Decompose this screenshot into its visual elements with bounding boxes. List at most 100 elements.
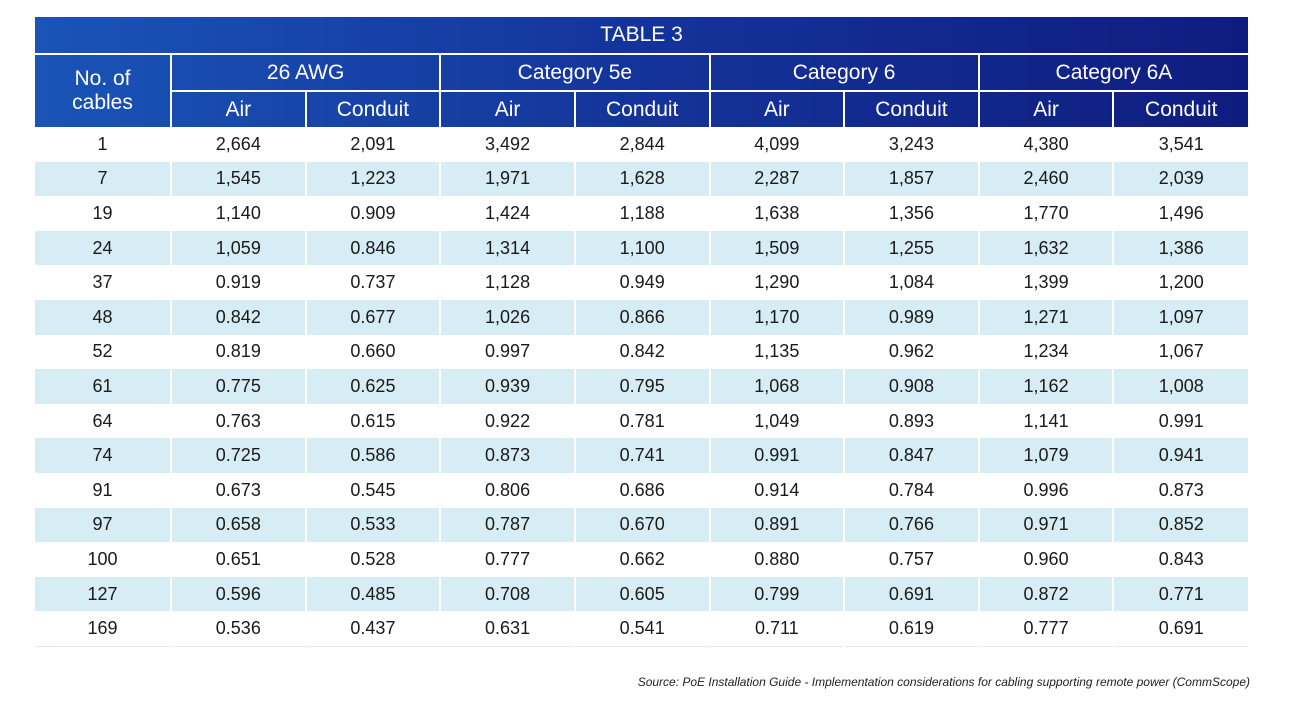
value-cell: 0.795 — [573, 369, 710, 404]
value-cell: 0.909 — [304, 196, 441, 231]
value-cell: 1,496 — [1112, 196, 1249, 231]
row-header-line-2: cables — [72, 91, 133, 114]
cable-count-cell: 74 — [35, 438, 171, 473]
value-cell: 1,857 — [843, 161, 979, 197]
value-cell: 0.819 — [170, 334, 306, 370]
subheader-air: Air — [439, 91, 575, 127]
table-row: 37 0.919 0.737 1,128 0.949 1,290 1,084 1,399 1,2… — [35, 265, 1249, 300]
value-cell: 0.677 — [304, 299, 441, 335]
value-cell: 4,099 — [708, 127, 845, 162]
value-cell: 0.670 — [573, 507, 710, 543]
value-cell: 0.536 — [170, 611, 306, 647]
value-cell: 0.939 — [439, 369, 575, 404]
value-cell: 1,314 — [439, 230, 575, 266]
table-row: 52 0.819 0.660 0.997 0.842 1,135 0.962 1,234 1,0… — [35, 334, 1249, 370]
value-cell: 1,059 — [170, 230, 306, 266]
value-cell: 0.528 — [304, 542, 441, 577]
value-cell: 0.771 — [1112, 576, 1249, 612]
table-row: 48 0.842 0.677 1,026 0.866 1,170 0.989 1,271 1,0… — [35, 299, 1249, 335]
group-header-26awg: 26 AWG — [169, 54, 441, 92]
value-cell: 0.737 — [304, 265, 441, 300]
value-cell: 3,243 — [843, 127, 979, 162]
value-cell: 1,628 — [573, 161, 710, 197]
cable-count-cell: 100 — [35, 542, 171, 577]
value-cell: 1,026 — [439, 299, 575, 335]
value-cell: 0.619 — [843, 611, 979, 647]
value-cell: 1,545 — [170, 161, 306, 197]
value-cell: 0.852 — [1112, 507, 1249, 543]
value-cell: 0.586 — [304, 438, 441, 473]
value-cell: 0.741 — [573, 438, 710, 473]
value-cell: 0.843 — [1112, 542, 1249, 577]
subheader-conduit: Conduit — [843, 91, 979, 127]
table-body: 1 2,664 2,091 3,492 2,844 4,099 3,243 4,380 3,54… — [35, 127, 1249, 647]
table-row: 169 0.536 0.437 0.631 0.541 0.711 0.619 0.777 0.… — [35, 611, 1249, 647]
cable-count-cell: 91 — [35, 472, 171, 508]
value-cell: 1,049 — [708, 403, 845, 439]
value-cell: 1,084 — [843, 265, 979, 300]
value-cell: 0.846 — [304, 230, 441, 266]
value-cell: 1,770 — [977, 196, 1114, 231]
cable-count-cell: 19 — [35, 196, 171, 231]
value-cell: 0.660 — [304, 334, 441, 370]
value-cell: 1,290 — [708, 265, 845, 300]
value-cell: 0.485 — [304, 576, 441, 612]
subheader-conduit: Conduit — [573, 91, 710, 127]
table-row: 91 0.673 0.545 0.806 0.686 0.914 0.784 0.996 0.8… — [35, 472, 1249, 508]
value-cell: 0.541 — [573, 611, 710, 647]
value-cell: 0.787 — [439, 507, 575, 543]
value-cell: 0.725 — [170, 438, 306, 473]
value-cell: 0.673 — [170, 472, 306, 508]
value-cell: 0.545 — [304, 472, 441, 508]
value-cell: 3,541 — [1112, 127, 1249, 162]
value-cell: 1,079 — [977, 438, 1114, 473]
value-cell: 2,287 — [708, 161, 845, 197]
value-cell: 0.908 — [843, 369, 979, 404]
value-cell: 0.971 — [977, 507, 1114, 543]
value-cell: 0.922 — [439, 403, 575, 439]
value-cell: 0.631 — [439, 611, 575, 647]
value-cell: 2,664 — [170, 127, 306, 162]
value-cell: 1,170 — [708, 299, 845, 335]
value-cell: 1,128 — [439, 265, 575, 300]
cable-count-cell: 127 — [35, 576, 171, 612]
value-cell: 0.996 — [977, 472, 1114, 508]
group-header-cat6a: Category 6A — [977, 54, 1249, 92]
value-cell: 1,632 — [977, 230, 1114, 266]
value-cell: 1,188 — [573, 196, 710, 231]
value-cell: 0.533 — [304, 507, 441, 543]
value-cell: 0.842 — [573, 334, 710, 370]
value-cell: 1,386 — [1112, 230, 1249, 266]
value-cell: 2,091 — [304, 127, 441, 162]
value-cell: 1,135 — [708, 334, 845, 370]
value-cell: 0.781 — [573, 403, 710, 439]
table-row: 97 0.658 0.533 0.787 0.670 0.891 0.766 0.971 0.8… — [35, 507, 1249, 543]
table-row: 74 0.725 0.586 0.873 0.741 0.991 0.847 1,079 0.9… — [35, 438, 1249, 473]
value-cell: 0.847 — [843, 438, 979, 473]
value-cell: 0.872 — [977, 576, 1114, 612]
value-cell: 1,638 — [708, 196, 845, 231]
value-cell: 2,844 — [573, 127, 710, 162]
value-cell: 1,424 — [439, 196, 575, 231]
value-cell: 0.914 — [708, 472, 845, 508]
value-cell: 0.615 — [304, 403, 441, 439]
table-row: 24 1,059 0.846 1,314 1,100 1,509 1,255 1,632 1,3… — [35, 230, 1249, 266]
value-cell: 1,971 — [439, 161, 575, 197]
value-cell: 0.763 — [170, 403, 306, 439]
subheader-conduit: Conduit — [1112, 91, 1249, 127]
value-cell: 0.941 — [1112, 438, 1249, 473]
group-header-cat5e: Category 5e — [439, 54, 710, 92]
table-row: 100 0.651 0.528 0.777 0.662 0.880 0.757 0.960 0.… — [35, 542, 1249, 577]
value-cell: 1,271 — [977, 299, 1114, 335]
value-cell: 1,140 — [170, 196, 306, 231]
value-cell: 0.991 — [1112, 403, 1249, 439]
cable-count-cell: 1 — [35, 127, 171, 162]
value-cell: 2,460 — [977, 161, 1114, 197]
cable-count-cell: 64 — [35, 403, 171, 439]
value-cell: 0.873 — [1112, 472, 1249, 508]
table-row: 127 0.596 0.485 0.708 0.605 0.799 0.691 0.872 0.… — [35, 576, 1249, 612]
value-cell: 1,200 — [1112, 265, 1249, 300]
value-cell: 0.766 — [843, 507, 979, 543]
value-cell: 0.691 — [843, 576, 979, 612]
value-cell: 0.891 — [708, 507, 845, 543]
